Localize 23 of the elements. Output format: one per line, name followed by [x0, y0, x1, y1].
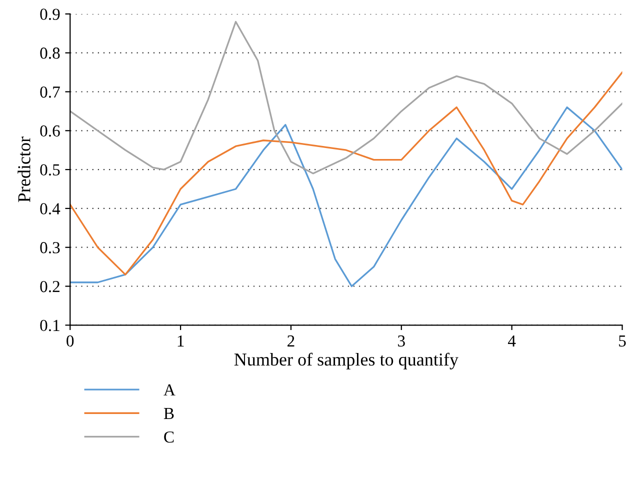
y-tick-label: 0.7 — [40, 86, 60, 98]
y-tick-label: 0.9 — [40, 8, 60, 20]
y-tick-label: 0.4 — [40, 203, 60, 214]
line-series — [70, 106, 622, 288]
x-tick-label: 5 — [619, 336, 626, 347]
y-tick-label: 0.1 — [40, 320, 60, 332]
x-tick-label: 4 — [508, 335, 516, 346]
x-tick-label: 0 — [66, 335, 74, 347]
y-tick-label: 0.3 — [40, 242, 60, 254]
legend-label: A — [164, 384, 176, 396]
x-axis-title: Number of samples to quantify — [234, 352, 458, 370]
x-tick-label: 2 — [288, 335, 294, 346]
line-series — [70, 20, 622, 174]
y-axis-title: Predictor — [18, 136, 30, 202]
x-tick-label: 3 — [398, 335, 405, 347]
x-tick-label: 1 — [178, 335, 184, 346]
legend-label: B — [164, 408, 174, 419]
y-tick-label: 0.5 — [40, 164, 60, 176]
line-series — [70, 71, 622, 276]
y-tick-label: 0.8 — [40, 48, 60, 59]
y-tick-label: 0.2 — [40, 280, 60, 292]
y-tick-label: 0.6 — [40, 125, 60, 137]
legend-label: C — [164, 431, 174, 443]
